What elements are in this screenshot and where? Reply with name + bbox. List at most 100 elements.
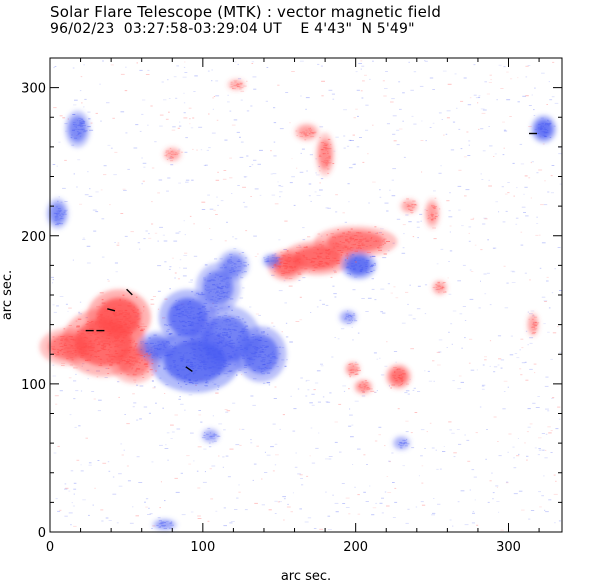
negative-speck (186, 359, 191, 360)
noise-speck (145, 230, 148, 232)
positive-speck (87, 333, 91, 335)
noise-speck (389, 189, 391, 191)
positive-speck (119, 326, 124, 328)
positive-speck (305, 257, 308, 259)
negative-speck (190, 357, 194, 359)
noise-speck (468, 140, 471, 142)
positive-speck (431, 205, 435, 207)
noise-speck (75, 390, 79, 392)
noise-speck (482, 150, 486, 152)
negative-speck (195, 380, 197, 382)
noise-speck (274, 464, 277, 466)
noise-speck (379, 357, 381, 359)
negative-speck (233, 329, 237, 331)
positive-speck (122, 294, 125, 296)
noise-speck (480, 249, 483, 251)
positive-speck (70, 339, 75, 340)
noise-speck (319, 299, 322, 301)
positive-speck (316, 248, 319, 250)
positive-speck (327, 172, 330, 174)
negative-speck (191, 339, 195, 341)
noise-speck (147, 124, 149, 126)
positive-speck (79, 356, 84, 358)
negative-speck (217, 309, 220, 310)
positive-speck (76, 334, 79, 336)
positive-speck (116, 328, 121, 330)
positive-speck (355, 374, 357, 375)
positive-speck (129, 356, 133, 358)
noise-speck (201, 201, 206, 203)
negative-speck (353, 318, 356, 320)
noise-speck (431, 447, 435, 449)
negative-speck (245, 325, 249, 327)
negative-speck (194, 366, 196, 368)
noise-speck (450, 323, 453, 325)
noise-speck (112, 117, 115, 119)
noise-speck (449, 192, 451, 194)
negative-speck (152, 346, 155, 348)
positive-speck (365, 382, 369, 384)
noise-speck (484, 293, 487, 295)
negative-speck (406, 438, 408, 440)
noise-speck (141, 157, 143, 159)
positive-speck (304, 134, 307, 136)
noise-speck (351, 424, 354, 426)
positive-speck (124, 322, 127, 324)
positive-speck (114, 350, 117, 352)
negative-speck (206, 378, 211, 380)
positive-speck (433, 207, 435, 209)
positive-speck (532, 332, 537, 333)
noise-speck (512, 446, 515, 448)
positive-speck (137, 309, 139, 311)
positive-speck (131, 361, 134, 362)
positive-speck (123, 335, 127, 337)
noise-speck (315, 447, 319, 449)
noise-speck (554, 522, 556, 524)
noise-speck (213, 96, 216, 97)
negative-speck (233, 325, 237, 327)
noise-speck (80, 464, 82, 466)
noise-speck (457, 185, 462, 187)
noise-speck (477, 102, 479, 104)
noise-speck (366, 464, 368, 465)
positive-speck (369, 245, 372, 246)
noise-speck (374, 299, 377, 301)
noise-speck (79, 301, 82, 303)
negative-speck (165, 384, 169, 386)
negative-speck (187, 359, 189, 361)
noise-speck (484, 218, 488, 220)
negative-speck (59, 210, 61, 212)
negative-speck (216, 294, 220, 296)
negative-speck (251, 334, 255, 335)
noise-speck (453, 456, 456, 458)
positive-speck (102, 342, 106, 344)
positive-speck (101, 345, 104, 347)
positive-speck (345, 239, 348, 241)
negative-speck (56, 212, 60, 214)
negative-speck (190, 311, 192, 313)
noise-speck (249, 166, 252, 167)
noise-speck (190, 432, 194, 434)
positive-speck (320, 257, 323, 258)
noise-speck (374, 391, 376, 393)
noise-speck (534, 87, 536, 89)
negative-speck (206, 323, 210, 325)
noise-speck (135, 515, 139, 517)
noise-speck (149, 513, 153, 515)
positive-speck (75, 354, 77, 356)
negative-speck (264, 259, 267, 261)
noise-speck (348, 201, 350, 203)
negative-speck (180, 358, 184, 359)
negative-speck (227, 370, 232, 372)
noise-speck (274, 500, 278, 502)
positive-speck (123, 324, 127, 326)
negative-speck (188, 382, 193, 384)
noise-speck (402, 92, 405, 94)
positive-speck (134, 370, 138, 372)
negative-speck (350, 316, 352, 318)
noise-speck (293, 408, 297, 410)
noise-speck (550, 358, 553, 360)
negative-speck (537, 127, 541, 129)
negative-speck (237, 260, 242, 262)
noise-speck (82, 499, 86, 501)
